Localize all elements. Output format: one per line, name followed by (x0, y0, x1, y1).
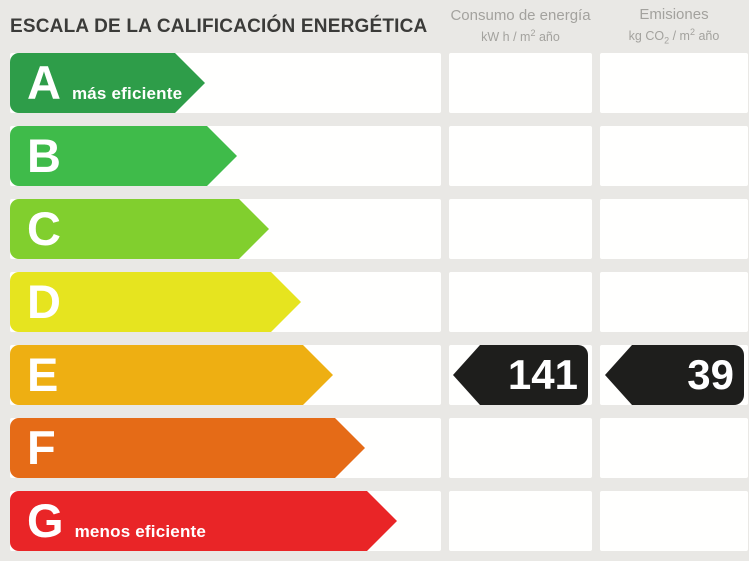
emisiones-cell-f (600, 418, 748, 478)
emisiones-cell-c (600, 199, 748, 259)
rating-letter-c: C (27, 202, 61, 255)
rating-bar-d: D (10, 272, 301, 332)
consumo-cell-g (449, 491, 592, 551)
rating-note-most-efficient: más eficiente (71, 84, 183, 103)
rating-row-f: F (10, 418, 749, 478)
rating-letter-f: F (27, 421, 56, 474)
scale-cell-b: B (10, 126, 441, 186)
rating-letter-e: E (27, 348, 59, 401)
consumo-cell-b (449, 126, 592, 186)
header: ESCALA DE LA CALIFICACIÓN ENERGÉTICA Con… (0, 0, 749, 53)
rating-bar-f: F (10, 418, 365, 478)
emisiones-cell-b (600, 126, 748, 186)
scale-cell-d: D (10, 272, 441, 332)
rating-note-least-efficient: menos eficiente (74, 522, 207, 541)
emisiones-unit: kg CO2 / m2 año (628, 26, 720, 46)
rating-bar-a: A más eficiente (10, 53, 205, 113)
consumo-value: 141 (507, 351, 578, 398)
rating-bar-e: E (10, 345, 333, 405)
consumo-cell-d (449, 272, 592, 332)
consumo-cell-c (449, 199, 592, 259)
emisiones-cell-a (600, 53, 748, 113)
scale-cell-c: C (10, 199, 441, 259)
rating-row-c: C (10, 199, 749, 259)
rating-bar-b: B (10, 126, 237, 186)
column-header-emisiones: Emisiones kg CO2 / m2 año (600, 6, 748, 47)
scale-cell-f: F (10, 418, 441, 478)
rating-letter-a: A (27, 56, 61, 109)
scale-cell-a: A más eficiente (10, 53, 441, 113)
rating-row-b: B (10, 126, 749, 186)
emisiones-cell-g (600, 491, 748, 551)
rating-row-d: D (10, 272, 749, 332)
consumo-cell-a (449, 53, 592, 113)
rating-letter-d: D (27, 275, 61, 328)
emisiones-label: Emisiones (639, 6, 709, 24)
consumo-value-arrow-badge: 141 (453, 345, 588, 405)
emisiones-cell-e: 39 (600, 345, 748, 405)
scale-cell-e: E (10, 345, 441, 405)
rating-row-g: G menos eficiente (10, 491, 749, 551)
emisiones-value-arrow-badge: 39 (605, 345, 744, 405)
rating-bar-c: C (10, 199, 269, 259)
rating-bar-g: G menos eficiente (10, 491, 397, 551)
consumo-cell-f (449, 418, 592, 478)
rating-letter-b: B (27, 129, 61, 182)
consumo-cell-e: 141 (449, 345, 592, 405)
rating-row-e: E 141 39 (10, 345, 749, 405)
rating-letter-g: G (27, 494, 64, 547)
rating-row-a: A más eficiente (10, 53, 749, 113)
emisiones-value: 39 (687, 351, 734, 398)
consumo-label: Consumo de energía (450, 7, 591, 25)
emisiones-cell-d (600, 272, 748, 332)
consumo-unit: kW h / m2 año (481, 27, 560, 45)
scale-cell-g: G menos eficiente (10, 491, 441, 551)
column-header-consumo: Consumo de energía kW h / m2 año (449, 7, 592, 46)
rating-rows: A más eficiente B C (0, 53, 749, 551)
page-title: ESCALA DE LA CALIFICACIÓN ENERGÉTICA (10, 15, 428, 37)
